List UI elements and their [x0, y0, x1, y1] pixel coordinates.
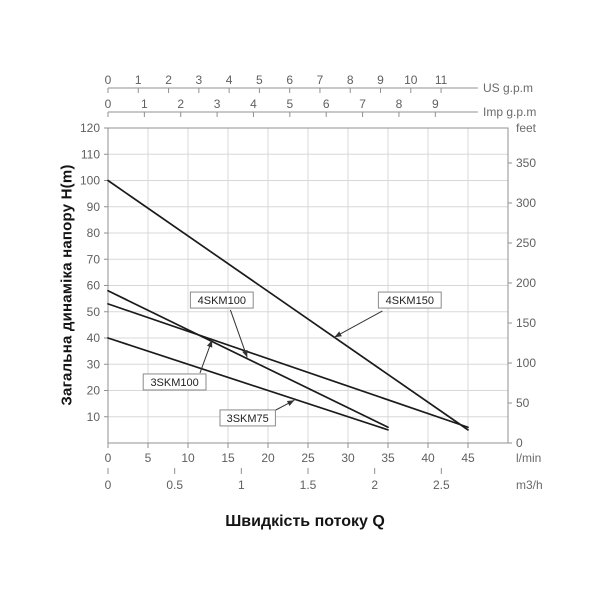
h-m-tick-label: 90: [87, 200, 101, 214]
m3h-tick-label: 2: [371, 478, 378, 492]
h-m-tick-label: 120: [80, 121, 100, 135]
x-axis-title: Швидкість потоку Q: [225, 513, 385, 530]
gpm-tick-label: 9: [377, 73, 384, 87]
lpm-tick-label: 15: [221, 451, 235, 465]
lpm-tick-label: 25: [301, 451, 315, 465]
leader-arrowhead: [242, 349, 248, 358]
us-gpm-unit-label: US g.p.m: [483, 81, 533, 95]
curve-label-3SKM75: 3SKM75: [219, 399, 295, 427]
gpm-tick-label: 8: [347, 73, 354, 87]
lpm-tick-label: 45: [461, 451, 475, 465]
feet-tick-label: 100: [516, 356, 536, 370]
gpm-tick-label: 1: [135, 73, 142, 87]
m3h-axis: 0 0.5 1 1.5 2 2.5 m3/h: [105, 468, 543, 492]
gpm-tick-label: 6: [323, 97, 330, 111]
m3h-tick-label: 0: [105, 478, 112, 492]
grid-lines: [108, 128, 508, 443]
gpm-tick-label: 0: [105, 97, 112, 111]
gpm-tick-label: 9: [432, 97, 439, 111]
h-m-tick-label: 50: [87, 305, 101, 319]
gpm-tick-label: 5: [286, 97, 293, 111]
feet-tick-label: 150: [516, 316, 536, 330]
gpm-tick-label: 4: [250, 97, 257, 111]
gpm-tick-label: 7: [317, 73, 324, 87]
leader-arrowhead: [334, 331, 342, 338]
lpm-tick-label: 5: [145, 451, 152, 465]
h-m-tick-label: 80: [87, 226, 101, 240]
gpm-tick-label: 3: [214, 97, 221, 111]
feet-tick-label: 0: [516, 436, 523, 450]
gpm-tick-label: 4: [226, 73, 233, 87]
m3h-tick-label: 2.5: [433, 478, 450, 492]
gpm-tick-label: 8: [396, 97, 403, 111]
curve-label-text: 3SKM100: [150, 377, 198, 389]
gpm-tick-label: 11: [435, 73, 448, 87]
feet-tick-label: 300: [516, 196, 536, 210]
h-m-tick-label: 20: [87, 384, 101, 398]
lpm-axis: 0 5 10 15 20 25 30 35 40 45 l/min: [105, 443, 541, 465]
curve-label-box: [377, 291, 442, 309]
curve-label-text: 4SKM150: [386, 295, 434, 307]
curve-label-box: [142, 373, 207, 391]
m3h-tick-label: 1.5: [300, 478, 317, 492]
curve-label-text: 4SKM100: [198, 295, 246, 307]
h-m-tick-label: 100: [80, 174, 100, 188]
imp-gpm-axis: 0 1 2 3 4 5 6 7 8 9 Imp g.p.m: [105, 97, 537, 119]
curve-label-box: [219, 409, 276, 427]
gpm-tick-label: 0: [105, 73, 112, 87]
gpm-tick-label: 7: [359, 97, 366, 111]
h-m-tick-label: 60: [87, 279, 101, 293]
curve-label-4SKM100: 4SKM100: [189, 291, 254, 358]
gpm-tick-label: 1: [141, 97, 148, 111]
imp-gpm-unit-label: Imp g.p.m: [483, 105, 536, 119]
gpm-tick-label: 2: [165, 73, 172, 87]
y-axis-left: 120 110 100 90 80 70 60 50 40 30 20 10: [80, 121, 108, 424]
feet-tick-label: 350: [516, 156, 536, 170]
lpm-unit-label: l/min: [516, 451, 541, 465]
gpm-tick-label: 2: [177, 97, 184, 111]
lpm-tick-label: 0: [105, 451, 112, 465]
gpm-tick-label: 3: [195, 73, 202, 87]
lpm-tick-label: 30: [341, 451, 355, 465]
leader-line: [334, 310, 383, 338]
curve-3SKM100: [107, 303, 469, 429]
leader-arrowhead: [206, 340, 213, 348]
curve-3SKM75: [107, 337, 389, 431]
h-m-tick-label: 70: [87, 252, 101, 266]
m3h-tick-label: 0.5: [166, 478, 183, 492]
h-m-tick-label: 110: [81, 147, 100, 161]
curve-4SKM100: [107, 289, 389, 429]
lpm-tick-label: 40: [421, 451, 435, 465]
gpm-tick-label: 6: [286, 73, 293, 87]
leader-arrowhead: [286, 400, 295, 406]
lpm-tick-label: 35: [381, 451, 395, 465]
h-m-tick-label: 40: [87, 331, 101, 345]
lpm-tick-label: 20: [261, 451, 275, 465]
leader-line: [229, 309, 248, 358]
y-axis-right: 350 300 250 200 150 100 50 0 feet: [508, 121, 537, 450]
m3h-tick-label: 1: [238, 478, 245, 492]
pump-curves: [107, 179, 469, 431]
m3h-unit-label: m3/h: [516, 478, 543, 492]
curve-4SKM150: [107, 179, 469, 431]
gpm-tick-label: 5: [256, 73, 263, 87]
us-gpm-axis: 0 1 2 3 4 5 6 7 8 9 10 11 US g.p.m: [105, 73, 533, 95]
h-m-tick-label: 30: [87, 357, 101, 371]
curve-label-3SKM100: 3SKM100: [142, 339, 213, 391]
feet-tick-label: 250: [516, 236, 536, 250]
y-axis-title: Загальна динаміка напору H(m): [58, 164, 76, 406]
curve-label-text: 3SKM75: [227, 413, 269, 425]
feet-tick-label: 200: [516, 276, 536, 290]
feet-tick-label: 50: [516, 396, 530, 410]
gpm-tick-label: 10: [404, 73, 418, 87]
lpm-tick-label: 10: [181, 451, 195, 465]
h-m-tick-label: 10: [87, 410, 101, 424]
curve-label-4SKM150: 4SKM150: [334, 291, 442, 338]
feet-unit-label: feet: [516, 121, 537, 135]
curve-label-box: [189, 291, 254, 309]
